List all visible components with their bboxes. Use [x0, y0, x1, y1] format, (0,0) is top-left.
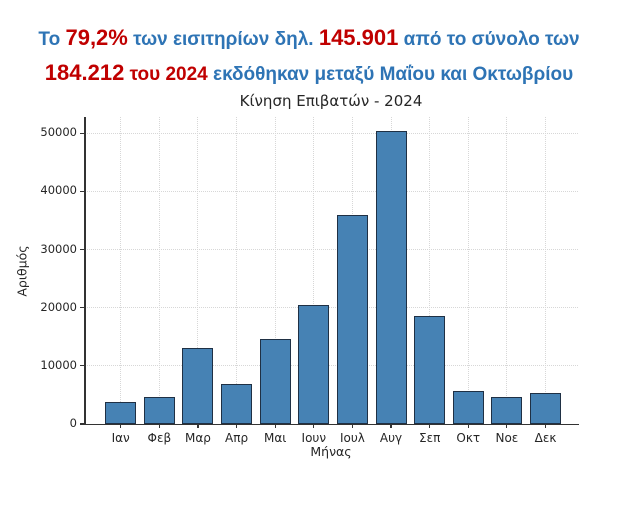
bar: [375, 130, 407, 424]
x-tick-label: Ιουλ: [339, 431, 365, 445]
bar: [414, 315, 446, 424]
x-tick-label: Μαρ: [184, 431, 211, 445]
grid-line-h: [84, 132, 578, 134]
y-tick-label: 40000: [40, 183, 77, 198]
x-axis-spine: [84, 423, 579, 426]
y-tick-mark: [80, 307, 84, 309]
headline-segment: εκδόθηκαν μεταξύ Μαΐου και Οκτωβρίου: [213, 64, 574, 85]
grid-line-v: [467, 117, 469, 424]
headline-segment: Το: [38, 29, 66, 50]
x-tick-label: Αυγ: [379, 431, 403, 445]
grid-line-h: [84, 365, 578, 367]
grid-line-h: [84, 307, 578, 309]
y-tick-mark: [80, 423, 84, 425]
x-tick-label: Φεβ: [147, 431, 172, 445]
y-tick-mark: [80, 190, 84, 192]
headline-segment: 184.212: [44, 60, 125, 85]
x-tick-mark: [197, 424, 199, 428]
headline-line-1: Το 79,2% των εισιτηρίων δηλ. 145.901 από…: [0, 22, 618, 57]
y-axis-spine: [84, 117, 86, 425]
x-tick-mark: [390, 424, 392, 428]
grid-line-v: [274, 117, 276, 424]
headline-segment: 79,2%: [65, 25, 128, 50]
grid-line-v: [120, 117, 122, 424]
x-tick-label: Απρ: [225, 431, 249, 445]
x-tick-mark: [467, 424, 469, 428]
headline: Το 79,2% των εισιτηρίων δηλ. 145.901 από…: [0, 0, 618, 92]
headline-line-2: 184.212 του 2024 εκδόθηκαν μεταξύ Μαΐου …: [0, 57, 618, 92]
x-tick-label: Νοε: [495, 431, 519, 445]
chart-title: Κίνηση Επιβατών - 2024: [239, 92, 423, 110]
x-tick-mark: [274, 424, 276, 428]
x-tick-mark: [544, 424, 547, 428]
x-axis-label: Μήνας: [310, 444, 352, 459]
bar: [336, 214, 368, 424]
bar: [530, 393, 562, 424]
grid-line-h: [84, 190, 578, 192]
bar: [259, 338, 291, 424]
x-tick-label: Ιαν: [111, 431, 130, 445]
x-tick-mark: [506, 424, 508, 428]
y-tick-label: 50000: [40, 125, 77, 140]
y-tick-mark: [80, 248, 84, 251]
grid-line-v: [429, 117, 431, 424]
x-tick-mark: [313, 424, 315, 428]
bar: [182, 348, 214, 424]
y-tick-mark: [80, 132, 84, 134]
bar: [298, 304, 330, 424]
x-tick-mark: [351, 424, 353, 428]
grid-line-h: [84, 249, 578, 251]
bar: [452, 390, 484, 424]
headline-segment: των εισιτηρίων δηλ.: [127, 29, 319, 50]
headline-segment: του 2024: [124, 64, 214, 85]
x-tick-label: Δεκ: [534, 431, 557, 445]
y-tick-label: 10000: [40, 357, 77, 372]
bar: [143, 396, 175, 424]
bar: [491, 396, 523, 424]
x-tick-label: Σεπ: [419, 431, 441, 445]
grid-line-v: [545, 117, 547, 424]
x-tick-mark: [158, 424, 160, 428]
x-tick-mark: [235, 424, 238, 428]
bar: [105, 402, 137, 424]
grid-line-v: [158, 117, 160, 424]
grid-line-v: [236, 117, 238, 424]
bar: [221, 383, 253, 424]
x-tick-mark: [429, 424, 431, 428]
x-tick-label: Οκτ: [456, 431, 481, 445]
x-tick-label: Ιουν: [301, 431, 327, 445]
x-tick-label: Μαι: [264, 431, 287, 445]
grid-line-v: [197, 117, 199, 424]
headline-segment: από το σύνολο των: [398, 29, 580, 50]
y-tick-label: 0: [69, 416, 77, 430]
grid-line-v: [313, 117, 315, 424]
grid-line-v: [506, 117, 508, 424]
y-tick-label: 30000: [40, 241, 77, 256]
x-tick-mark: [120, 424, 122, 428]
y-tick-mark: [80, 365, 84, 367]
y-tick-label: 20000: [40, 299, 77, 314]
headline-segment: 145.901: [318, 25, 399, 50]
